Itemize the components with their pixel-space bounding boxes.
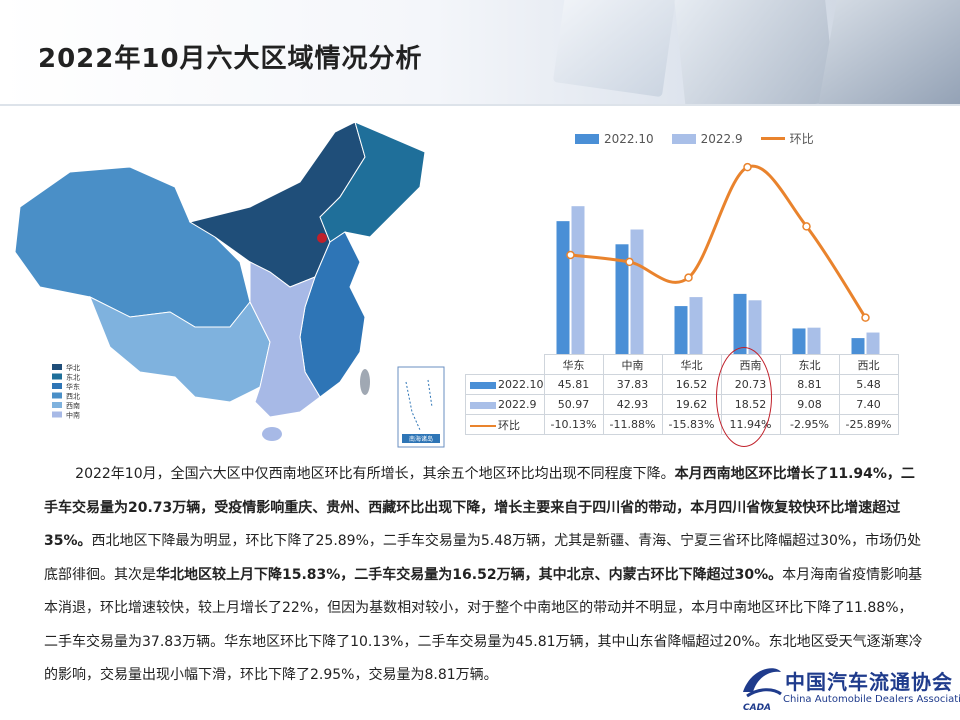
beijing-marker <box>317 233 327 243</box>
map-legend-swatch <box>52 392 62 399</box>
bar-oct <box>556 221 570 354</box>
header-banner: 2022年10月六大区域情况分析 <box>0 0 960 104</box>
bar-oct <box>674 306 688 354</box>
taiwan-island <box>360 369 370 395</box>
table-header-cell: 华北 <box>661 354 722 375</box>
legend-item: 2022.9 <box>671 132 743 146</box>
map-legend-label: 华北 <box>66 363 80 372</box>
decor-cube <box>818 0 960 104</box>
map-legend-swatch <box>52 411 62 418</box>
data-table: 华东 中南 华北 西南 东北 西北 2022.10 45.81 37.83 16.… <box>465 354 899 435</box>
chart-plot <box>556 162 880 354</box>
bar-oct <box>792 328 806 354</box>
bar-oct <box>733 293 747 354</box>
para-segment-bold: 本月西南地区环比增长了11.94%，二手车交易量为20.73万辆，受疫情影响重庆… <box>44 466 915 549</box>
mom-line <box>570 164 867 319</box>
header-divider <box>0 104 960 106</box>
table-header-cell: 华东 <box>543 354 604 375</box>
svg-text:CADA: CADA <box>743 703 771 713</box>
mom-point <box>684 273 693 282</box>
highlight-circle <box>716 347 772 447</box>
region-chart: 2022.10 2022.9 环比 华东 中南 华北 西南 东北 西北 2022… <box>465 130 955 440</box>
hainan-island <box>262 427 282 441</box>
table-header-cell: 东北 <box>779 354 840 375</box>
para-segment: 本月海南省疫情影响基本消退，环比增速较快，较上月增长了22%，但因为基数相对较小… <box>44 566 923 684</box>
decor-cube <box>674 0 836 104</box>
table-header-row: 华东 中南 华北 西南 东北 西北 <box>465 354 899 375</box>
logo-english: China Automobile Dealers Association <box>783 694 960 705</box>
map-legend-label: 西北 <box>66 393 80 401</box>
decor-cube <box>552 0 678 98</box>
table-row: 2022.9 50.97 42.93 19.62 18.52 9.08 7.40 <box>465 394 899 415</box>
region-central-south <box>249 261 321 418</box>
map-legend-label: 东北 <box>66 373 80 382</box>
para-segment-bold: 华北地区较上月下降15.83%，二手车交易量为16.52万辆，其中北京、内蒙古环… <box>156 566 783 583</box>
legend-item: 环比 <box>760 130 814 147</box>
para-segment: 西北地区下降最为明显，环比下降了25.89%，二手车交易量为5.48万辆，尤其是… <box>44 533 922 583</box>
mom-point <box>625 257 634 267</box>
map-legend-swatch <box>52 373 62 380</box>
inset-label: 南海诸岛 <box>409 435 433 443</box>
region-northeast <box>319 121 426 243</box>
table-header-cell: 中南 <box>602 354 663 375</box>
bar-sep <box>571 206 585 354</box>
south-sea-inset <box>397 366 445 448</box>
chart-legend: 2022.10 2022.9 环比 <box>575 130 814 147</box>
bar-sep <box>630 229 644 354</box>
cada-logo: CADA 中国汽车流通协会 China Automobile Dealers A… <box>735 658 960 716</box>
logo-name: 中国汽车流通协会 <box>785 670 953 694</box>
para-segment: 2022年10月，全国六大区中仅西南地区环比有所增长，其余五个地区环比均出现不同… <box>75 466 675 482</box>
mom-point <box>861 313 870 322</box>
map-legend-label: 中南 <box>66 411 80 420</box>
mom-point <box>802 222 811 231</box>
map-legend-swatch <box>52 402 62 408</box>
table-header-cell: 西北 <box>838 354 899 375</box>
bar-sep <box>866 332 880 354</box>
bar-sep <box>689 297 703 354</box>
mom-point <box>743 162 752 172</box>
bar-oct <box>615 244 629 354</box>
legend-item: 2022.10 <box>575 132 654 146</box>
map-legend-label: 西南 <box>66 401 80 410</box>
map-legend-swatch <box>52 383 62 389</box>
table-row: 2022.10 45.81 37.83 16.52 20.73 8.81 5.48 <box>465 374 899 395</box>
bar-sep <box>807 327 821 354</box>
bar-sep <box>748 300 762 354</box>
table-row: 环比 -10.13% -11.88% -15.83% 11.94% -2.95% -25.… <box>465 414 899 435</box>
page-title: 2022年10月六大区域情况分析 <box>38 44 423 74</box>
analysis-paragraph: 2022年10月，全国六大区中仅西南地区环比有所增长，其余五个地区环比均出现不同… <box>44 458 924 693</box>
region-northwest <box>14 166 251 328</box>
cada-logo-icon: CADA <box>743 668 782 713</box>
mom-point <box>566 250 575 260</box>
bar-oct <box>851 338 865 354</box>
map-legend-label: 华东 <box>66 382 80 391</box>
map-legend-swatch <box>52 364 62 370</box>
